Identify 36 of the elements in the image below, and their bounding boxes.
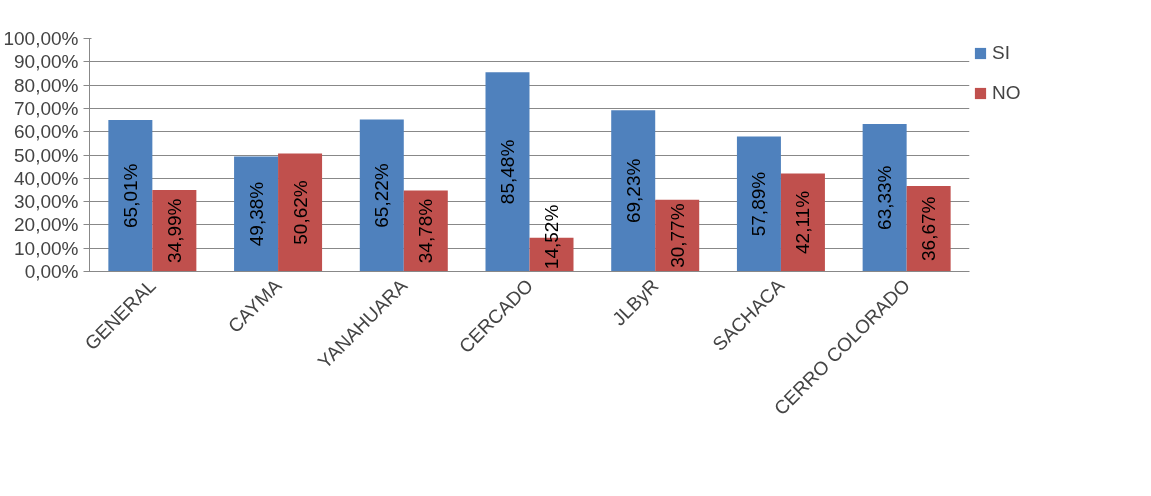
legend-label: SI	[992, 42, 1011, 64]
data-label: 34,99%	[163, 198, 185, 263]
bar	[780, 173, 825, 272]
bar	[485, 72, 530, 272]
y-tick-label: 20,00%	[14, 214, 79, 236]
data-label: 63,33%	[874, 165, 896, 230]
y-tick-label: 80,00%	[14, 74, 79, 96]
y-tick-label: 50,00%	[14, 144, 79, 166]
bar	[108, 120, 153, 272]
data-label: 34,78%	[415, 198, 437, 264]
data-label: 42,11%	[792, 190, 814, 254]
bar	[862, 123, 907, 272]
bar	[736, 136, 781, 272]
bar	[611, 110, 656, 272]
y-tick-label: 60,00%	[14, 121, 79, 143]
bar	[234, 156, 279, 272]
bar	[278, 153, 323, 272]
data-label: 14,52%	[541, 204, 562, 270]
y-tick-label: 10,00%	[14, 237, 79, 259]
legend-label: NO	[992, 82, 1021, 104]
y-tick-label: 30,00%	[14, 191, 79, 213]
data-label: 65,22%	[371, 163, 393, 228]
data-label: 30,77%	[666, 203, 688, 268]
bar	[359, 119, 404, 272]
y-tick-label: 70,00%	[14, 97, 79, 119]
data-label: 69,23%	[622, 158, 644, 224]
y-tick-label: 0,00%	[24, 261, 79, 282]
y-tick-label: 40,00%	[14, 167, 79, 189]
y-tick-label: 100,00%	[3, 28, 79, 49]
y-tick-label: 90,00%	[14, 51, 79, 73]
data-label: 65,01%	[119, 163, 141, 228]
data-label: 36,67%	[918, 196, 940, 261]
data-label: 57,89%	[748, 171, 770, 237]
data-label: 85,48%	[497, 139, 518, 205]
data-label: 50,62%	[289, 180, 311, 245]
data-label: 49,38%	[245, 181, 267, 247]
